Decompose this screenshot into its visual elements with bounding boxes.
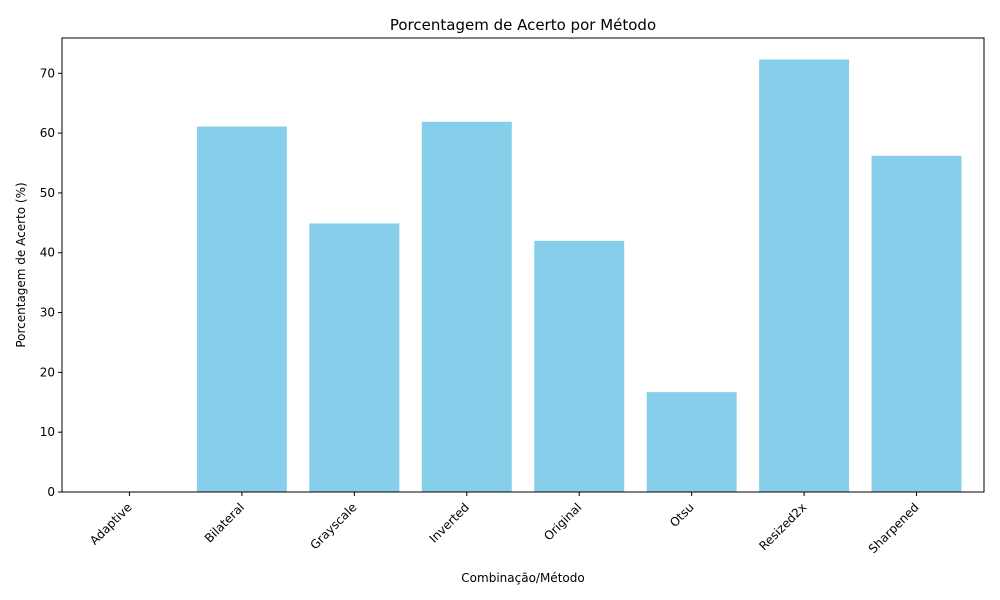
bar-bilateral bbox=[196, 126, 287, 492]
y-tick-label: 50 bbox=[40, 186, 55, 200]
y-tick-label: 10 bbox=[40, 425, 55, 439]
y-tick-label: 40 bbox=[40, 246, 55, 260]
y-tick-label: 60 bbox=[40, 126, 55, 140]
x-tick-label: Original bbox=[541, 500, 584, 543]
x-tick-label: Sharpened bbox=[866, 500, 922, 556]
x-tick-label: Inverted bbox=[426, 500, 471, 545]
bar-sharpened bbox=[871, 155, 962, 493]
x-axis-title: Combinação/Método bbox=[461, 571, 584, 585]
bar-resized2x bbox=[759, 59, 850, 492]
x-tick-label: Bilateral bbox=[202, 500, 247, 545]
bar-inverted bbox=[421, 121, 512, 493]
x-tick-label: Otsu bbox=[667, 500, 697, 530]
x-tick-label: Resized2x bbox=[756, 500, 809, 553]
x-axis: Adaptive Bilateral Grayscale Inverted Origin… bbox=[87, 492, 922, 556]
chart-title: Porcentagem de Acerto por Método bbox=[390, 16, 656, 34]
x-tick-label: Grayscale bbox=[307, 500, 359, 552]
plot-frame bbox=[61, 37, 985, 493]
y-tick-label: 20 bbox=[40, 365, 55, 379]
y-tick-label: 70 bbox=[40, 66, 55, 80]
bar-original bbox=[534, 240, 625, 492]
x-tick-label: Adaptive bbox=[87, 500, 134, 547]
bar-otsu bbox=[646, 392, 737, 492]
y-axis: 0 10 20 30 40 50 60 70 bbox=[40, 66, 62, 499]
bar-grayscale bbox=[309, 223, 400, 492]
bars-group bbox=[196, 59, 962, 493]
y-tick-label: 0 bbox=[47, 485, 55, 499]
y-axis-title: Porcentagem de Acerto (%) bbox=[14, 182, 28, 347]
y-tick-label: 30 bbox=[40, 306, 55, 320]
